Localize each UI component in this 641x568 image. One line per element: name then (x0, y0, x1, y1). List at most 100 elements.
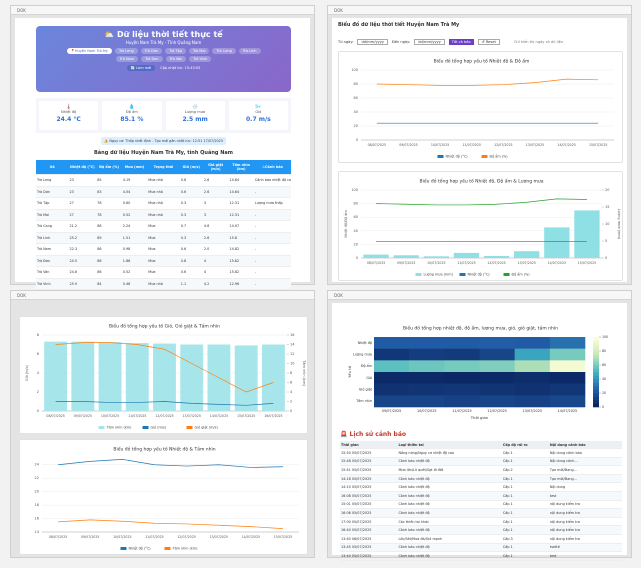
colorbar-segment (593, 393, 599, 397)
reset-button[interactable]: ↺ Reset (477, 39, 500, 45)
cell: Trà Linh (36, 232, 69, 244)
y-tick-label: Gió (366, 376, 372, 380)
x-tick-label: 14/07/2025 (557, 143, 575, 147)
heat-cell (514, 337, 551, 349)
district-button[interactable]: 📍Huyện Nam Trà My (66, 48, 112, 54)
colorbar-segment (593, 389, 599, 394)
tab: DOK (11, 6, 314, 15)
filter-button[interactable]: Tất cả bảo (448, 39, 474, 45)
cell: 2.6 (202, 232, 229, 244)
x-tick-label: 09/07/2025 (399, 143, 417, 147)
x-tick-label: 13/07/2025 (183, 414, 201, 418)
cell: Trà Đơn (36, 255, 69, 267)
line (55, 401, 274, 406)
cell: 17:00 05/07/2025 (340, 518, 398, 527)
panel-weather: DOK ⛅ Dữ liệu thời tiết thực tế Huyện Na… (10, 5, 315, 290)
cell: Cảnh báo nhiệt độ (397, 474, 502, 484)
from-input[interactable]: dd/mm/yyyy (357, 39, 388, 45)
cell: Cấp 1 (501, 483, 549, 492)
header-cell: Gió (m/s) (179, 160, 203, 175)
tab: DOK (328, 291, 631, 300)
legend-label: Gió giật (m/s) (195, 426, 219, 430)
x-tick-label: 12/07/2025 (487, 409, 507, 413)
title: ⛅ Dữ liệu thời tiết thực tế (104, 30, 223, 39)
district-button[interactable]: Trà Linh (238, 48, 261, 54)
y-tick-label: 40 (354, 110, 358, 114)
legend-label: Tầm nhìn (km) (106, 426, 133, 430)
cell: Cấp 1 (501, 509, 549, 518)
district-button[interactable]: Trà Nam (115, 56, 139, 62)
x-tick-label: 09/07/2025 (397, 261, 415, 265)
legend-label: Độ ẩm (%) (512, 272, 531, 277)
cell: 0.46 (121, 278, 148, 290)
heat-cell (549, 348, 586, 361)
cell: 24.6 (68, 267, 97, 279)
district-button[interactable]: Trà Dơn (140, 48, 163, 54)
y-tick-label: 6 (37, 352, 39, 356)
chart-title: Biểu đồ tổng hợp yếu tố Nhiệt độ & Độ ẩm (434, 57, 530, 65)
heat-cell (514, 395, 551, 408)
cell: 25.2 (68, 232, 97, 244)
y-tick-label: 100 (351, 188, 358, 192)
bar (574, 210, 600, 258)
checkbox[interactable]: Chỉ hiển thị ngày có dữ liệu (513, 40, 564, 44)
cell: 0.6 (179, 267, 203, 279)
colorbar-segment (593, 400, 599, 404)
header-cell: Nhiệt độ (°C) (68, 160, 97, 175)
legend-swatch (120, 547, 127, 550)
stat-icon: 🌧️ (192, 104, 199, 110)
cell: nội dung kiểm tra (548, 518, 622, 527)
cell: 0.52 (121, 209, 148, 221)
cell: 14:18 05/07/2025 (340, 474, 398, 484)
legend-swatch (415, 273, 422, 276)
cell: Lốc/Sét/Mưa đá/Gió mạnh (397, 535, 502, 544)
cell: Cảnh báo nhiệt độ (397, 457, 502, 467)
y-tick-label: 80 (354, 82, 358, 86)
cell: nội dung kiểm tra (548, 535, 622, 544)
bar (514, 251, 540, 258)
header-cell: Mưa (mm) (121, 160, 148, 175)
cell: 25.9 (68, 278, 97, 290)
colorbar-tick-label: 0 (602, 405, 604, 409)
cell: 0.3 (179, 198, 203, 210)
cell: 2.6 (202, 175, 229, 187)
district-button[interactable]: Trà Mai (188, 48, 210, 54)
from-label: Từ ngày: (338, 40, 354, 44)
y-tick-label: 24 (35, 463, 40, 467)
header-cell: ⚠Cảnh báo (253, 160, 291, 175)
cell: Các thiên tai khác (397, 518, 502, 527)
colorbar-segment (593, 351, 599, 355)
refresh-button[interactable]: 🔄 Làm mới (126, 65, 156, 71)
x-tick-label: 11/07/2025 (457, 261, 475, 265)
district-button[interactable]: Trà Tập (165, 48, 186, 54)
district-button[interactable]: Trà Vinh (189, 56, 212, 62)
cell: Mưa nhỏ (147, 198, 180, 210)
district-button[interactable]: Trà Leng (114, 48, 138, 54)
y2-tick-label: 16 (290, 333, 294, 337)
bar (393, 255, 419, 258)
colorbar-segment (593, 372, 599, 376)
to-input[interactable]: dd/mm/yyyy (414, 39, 445, 45)
cell: Cấp 1 (501, 449, 549, 458)
cell: Mưa (147, 244, 180, 256)
district-button[interactable]: Trà Don (141, 56, 163, 62)
header-cell: Loại thiên tai (397, 441, 502, 449)
y-axis-label: Nhiệt độ/Độ ẩm (343, 210, 348, 238)
cell: test (548, 491, 622, 501)
legend-swatch (459, 273, 466, 276)
line (58, 458, 283, 468)
district-button[interactable]: Trà Cang (212, 48, 236, 54)
x-tick-label: 08/07/2025 (49, 535, 67, 539)
cell: Cảnh báo nhiệt độ (397, 543, 502, 553)
heat-cell (409, 395, 445, 408)
colorbar-segment (593, 344, 599, 348)
alert: ⚠️ Nguy cơ: Thấp nhất định - Tạo mới gần… (101, 137, 226, 145)
cell: Tạo mới/Đang... (548, 474, 622, 484)
cell: Trà Cang (36, 221, 69, 233)
x-tick-label: 09/07/2025 (81, 535, 99, 539)
cell: 4.54 (121, 186, 148, 198)
district-button[interactable]: Trà Vân (165, 56, 187, 62)
chart-wind: Biểu đồ tổng hợp yếu tố Gió, Gió giật & … (19, 316, 308, 434)
heat-cell (444, 383, 480, 396)
